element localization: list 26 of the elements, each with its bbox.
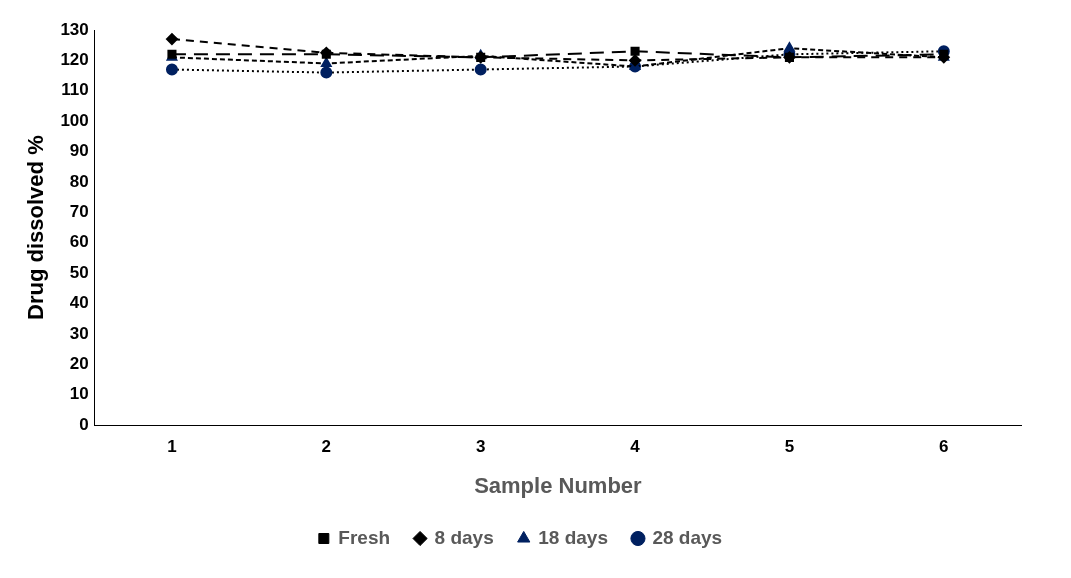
y-tick-label: 120 [60,50,89,70]
x-tick-label: 2 [321,437,332,457]
y-tick-label: 110 [61,80,89,100]
y-axis-title: Drug dissolved % [23,135,49,320]
legend-label: 8 days [434,526,494,548]
y-tick-label: 0 [79,414,89,434]
y-tick-label: 10 [69,384,89,404]
y-tick-label: 130 [60,19,89,39]
legend-label: 18 days [538,526,608,548]
y-tick-label: 60 [69,232,89,252]
x-tick-label: 3 [475,437,486,457]
x-tick-label: 6 [939,437,949,457]
y-tick-label: 90 [69,141,89,161]
y-tick-label: 40 [69,293,89,313]
y-tick-label: 20 [69,354,89,374]
y-tick-label: 100 [60,110,89,130]
x-axis-title: Sample Number [474,472,643,498]
y-tick-label: 50 [69,262,89,282]
y-tick-label: 70 [69,202,89,222]
y-tick-label: 30 [69,323,89,343]
y-tick-label: 80 [69,171,89,191]
x-tick-label: 4 [630,437,641,457]
x-tick-label: 1 [167,437,177,457]
legend-label: Fresh [338,526,391,548]
x-tick-label: 5 [784,437,795,457]
legend-label: 28 days [652,526,723,548]
